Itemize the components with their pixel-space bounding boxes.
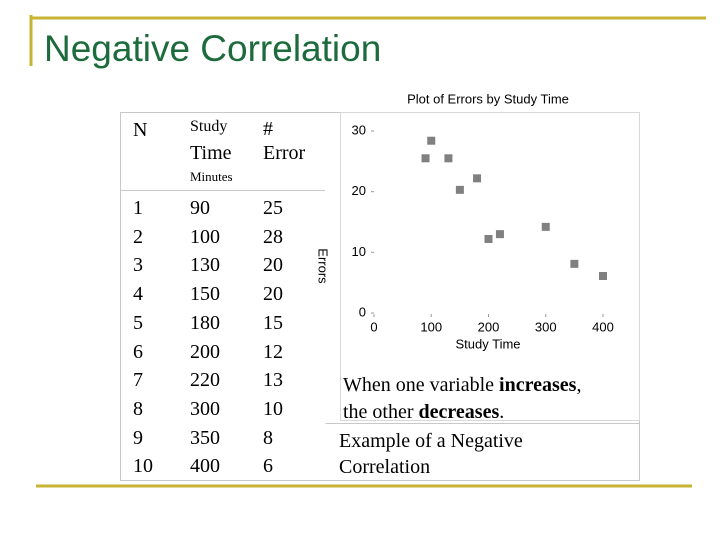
x-tick-label: 400 xyxy=(592,319,614,334)
table-cell: 130 xyxy=(190,254,220,277)
table-cell: 6 xyxy=(133,340,143,363)
y-axis-label: Errors xyxy=(316,248,331,284)
table-header: # xyxy=(263,118,273,140)
table-header: Error xyxy=(263,142,306,164)
table-cell: 9 xyxy=(133,426,143,449)
statement-part: When one variable xyxy=(343,374,500,396)
table-cell: 20 xyxy=(263,283,283,306)
point xyxy=(444,154,453,163)
example-caption: Example of a Negative Correlation xyxy=(339,430,523,478)
statement: When one variable increases, the other de… xyxy=(343,372,638,426)
table-cell: 13 xyxy=(263,369,283,392)
table-cell: 28 xyxy=(263,225,283,248)
point xyxy=(427,136,436,145)
point xyxy=(484,234,493,243)
table-cell: 1 xyxy=(133,197,143,219)
slide-title: Negative Correlation xyxy=(44,28,382,69)
point xyxy=(421,154,430,163)
x-tick-label: 300 xyxy=(535,319,557,334)
table-header: N xyxy=(133,119,148,141)
table-cell: 2 xyxy=(133,225,143,248)
table-header: Study xyxy=(190,118,228,135)
statement-part: decreases xyxy=(418,401,500,423)
table-cell: 400 xyxy=(190,455,220,478)
table-cell: 4 xyxy=(133,283,143,306)
statement-part: , xyxy=(576,374,582,396)
statement-part: . xyxy=(499,401,505,423)
table-cell: 5 xyxy=(133,311,143,334)
x-tick-label: 100 xyxy=(420,319,442,334)
point xyxy=(599,271,607,280)
table-header: Time xyxy=(190,142,232,164)
y-tick-label: 0 xyxy=(359,304,366,319)
y-tick-label: 30 xyxy=(352,122,366,137)
table-cell: 8 xyxy=(263,426,273,449)
point xyxy=(495,230,504,239)
table-cell: 300 xyxy=(190,397,220,420)
table-cell: 10 xyxy=(263,397,283,420)
table-cell: 12 xyxy=(263,340,283,363)
table-cell: 8 xyxy=(133,397,143,420)
point xyxy=(541,222,550,231)
x-tick-label: 200 xyxy=(478,319,500,334)
table-cell: 150 xyxy=(190,283,220,306)
statement-part: increases xyxy=(499,374,577,396)
table-cell: 100 xyxy=(190,225,220,248)
table-cell: 25 xyxy=(263,197,283,219)
y-tick-label: 10 xyxy=(352,244,366,259)
table-unit: Minutes xyxy=(190,169,233,184)
table-cell: 10 xyxy=(133,455,153,478)
table-cell: 6 xyxy=(263,455,273,478)
point xyxy=(570,259,579,268)
x-tick-label: 0 xyxy=(370,319,377,334)
chart-title: Plot of Errors by Study Time xyxy=(407,91,569,106)
table-cell: 15 xyxy=(263,311,283,334)
table-cell: 200 xyxy=(190,340,220,363)
table-cell: 90 xyxy=(190,197,210,219)
y-tick-label: 20 xyxy=(352,183,366,198)
table-cell: 3 xyxy=(133,254,143,277)
table-cell: 220 xyxy=(190,369,220,392)
point xyxy=(473,174,482,183)
x-axis-label: Study Time xyxy=(455,336,520,351)
table-cell: 180 xyxy=(190,311,220,334)
table-cell: 7 xyxy=(133,369,143,392)
statement-part: the other xyxy=(343,401,419,423)
plot-frame xyxy=(340,112,640,421)
table-cell: 20 xyxy=(263,254,283,277)
table-cell: 350 xyxy=(190,426,220,449)
point xyxy=(455,185,464,194)
